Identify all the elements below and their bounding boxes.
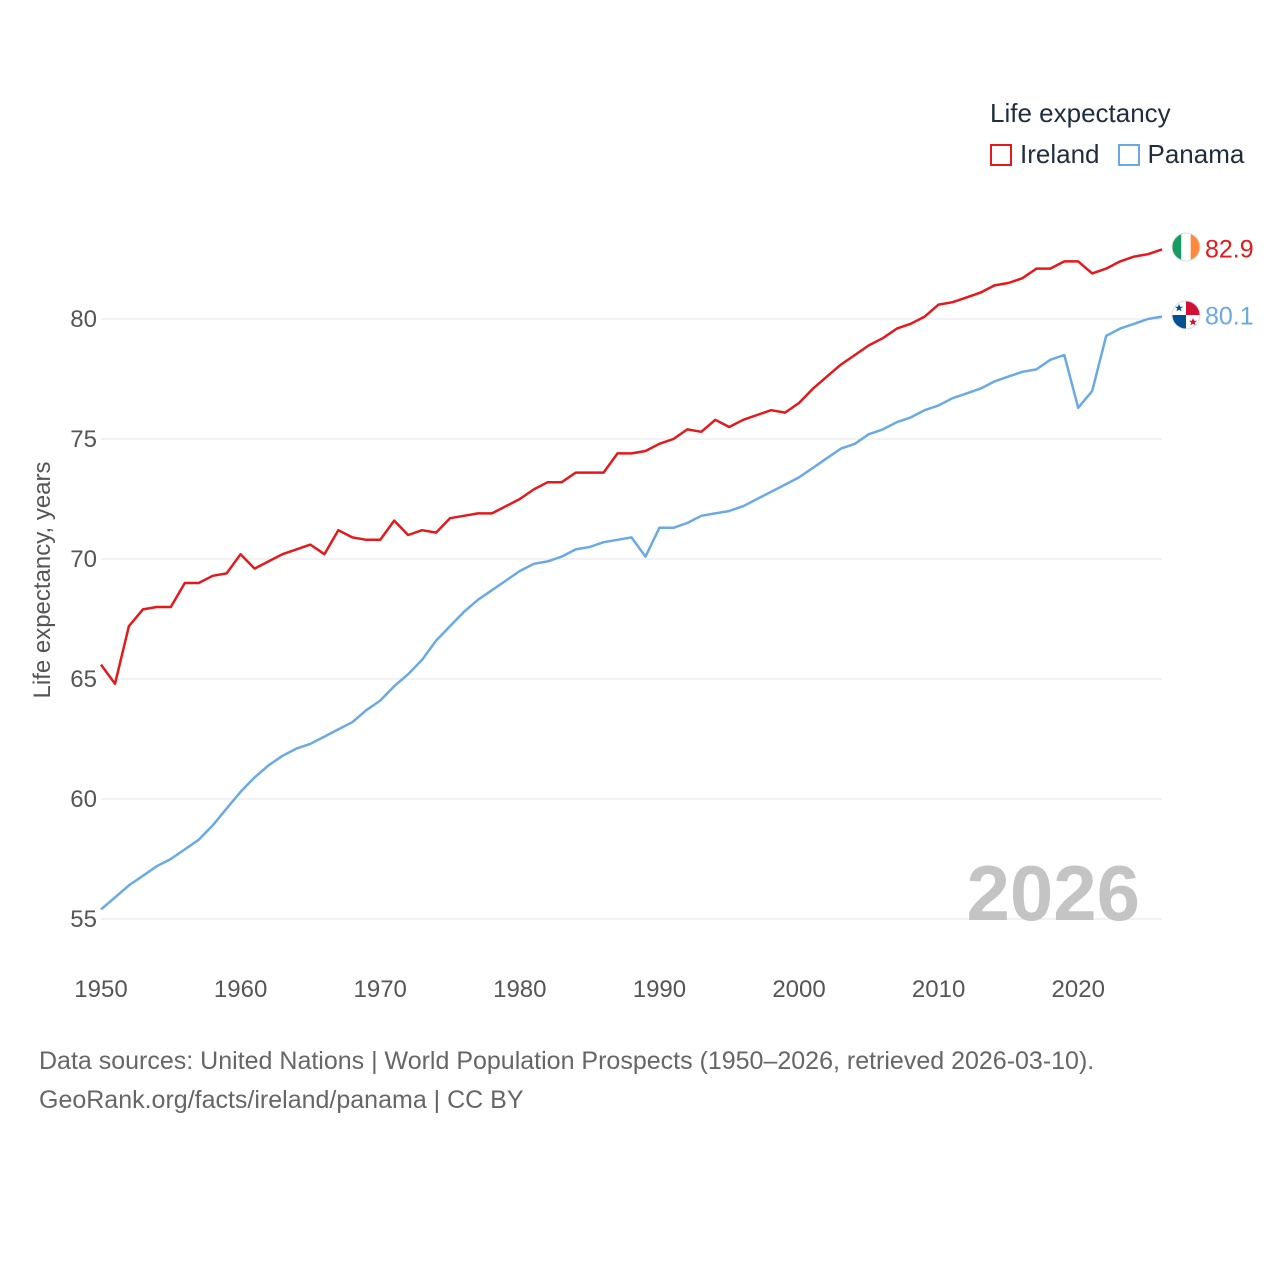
x-tick-1990: 1990 (633, 976, 686, 1003)
legend-label-ireland: Ireland (1020, 139, 1100, 169)
x-tick-1970: 1970 (354, 976, 407, 1003)
x-tick-2020: 2020 (1052, 976, 1105, 1003)
x-tick-1960: 1960 (214, 976, 267, 1003)
end-label-ireland: 82.9 (1205, 235, 1254, 263)
y-axis-label: Life expectancy, years (29, 461, 56, 698)
end-label-panama: 80.1 (1205, 303, 1254, 331)
y-tick-80: 80 (70, 306, 97, 333)
panama-flag-icon (1171, 300, 1201, 330)
series-end-labels: 82.9 80.1 (1205, 235, 1254, 330)
series-line-panama (100, 315, 1163, 911)
y-tick-labels: 55 60 65 70 75 80 (70, 306, 97, 933)
current-year-label: 2026 (966, 849, 1140, 937)
legend-items: Ireland Panama (990, 139, 1262, 170)
legend-swatch-panama (1117, 143, 1140, 166)
footer-sources: Data sources: United Nations | World Pop… (39, 1047, 1095, 1075)
y-tick-70: 70 (70, 546, 97, 573)
x-tick-1980: 1980 (493, 976, 546, 1003)
x-tick-2010: 2010 (912, 976, 965, 1003)
x-tick-1950: 1950 (74, 976, 127, 1003)
legend: Life expectancy Ireland Panama (990, 98, 1262, 170)
footer-credit: GeoRank.org/facts/ireland/panama | CC BY (39, 1086, 524, 1114)
legend-item-ireland[interactable]: Ireland (990, 139, 1100, 170)
legend-item-panama[interactable]: Panama (1117, 139, 1245, 170)
series-line-ireland (99, 248, 1163, 686)
y-tick-55: 55 (70, 906, 97, 933)
y-tick-60: 60 (70, 786, 97, 813)
legend-title: Life expectancy (990, 98, 1171, 128)
x-tick-2000: 2000 (772, 976, 825, 1003)
y-tick-75: 75 (70, 426, 97, 453)
legend-swatch-ireland (990, 143, 1012, 166)
series-lines (99, 248, 1163, 911)
footer: Data sources: United Nations | World Pop… (39, 1042, 1094, 1120)
legend-label-panama: Panama (1147, 139, 1245, 169)
y-gridlines (101, 318, 1162, 920)
x-tick-labels: 1950 1960 1970 1980 1990 2000 2010 2020 (74, 976, 1105, 1003)
y-tick-65: 65 (70, 666, 97, 693)
ireland-flag-icon (1171, 232, 1201, 262)
